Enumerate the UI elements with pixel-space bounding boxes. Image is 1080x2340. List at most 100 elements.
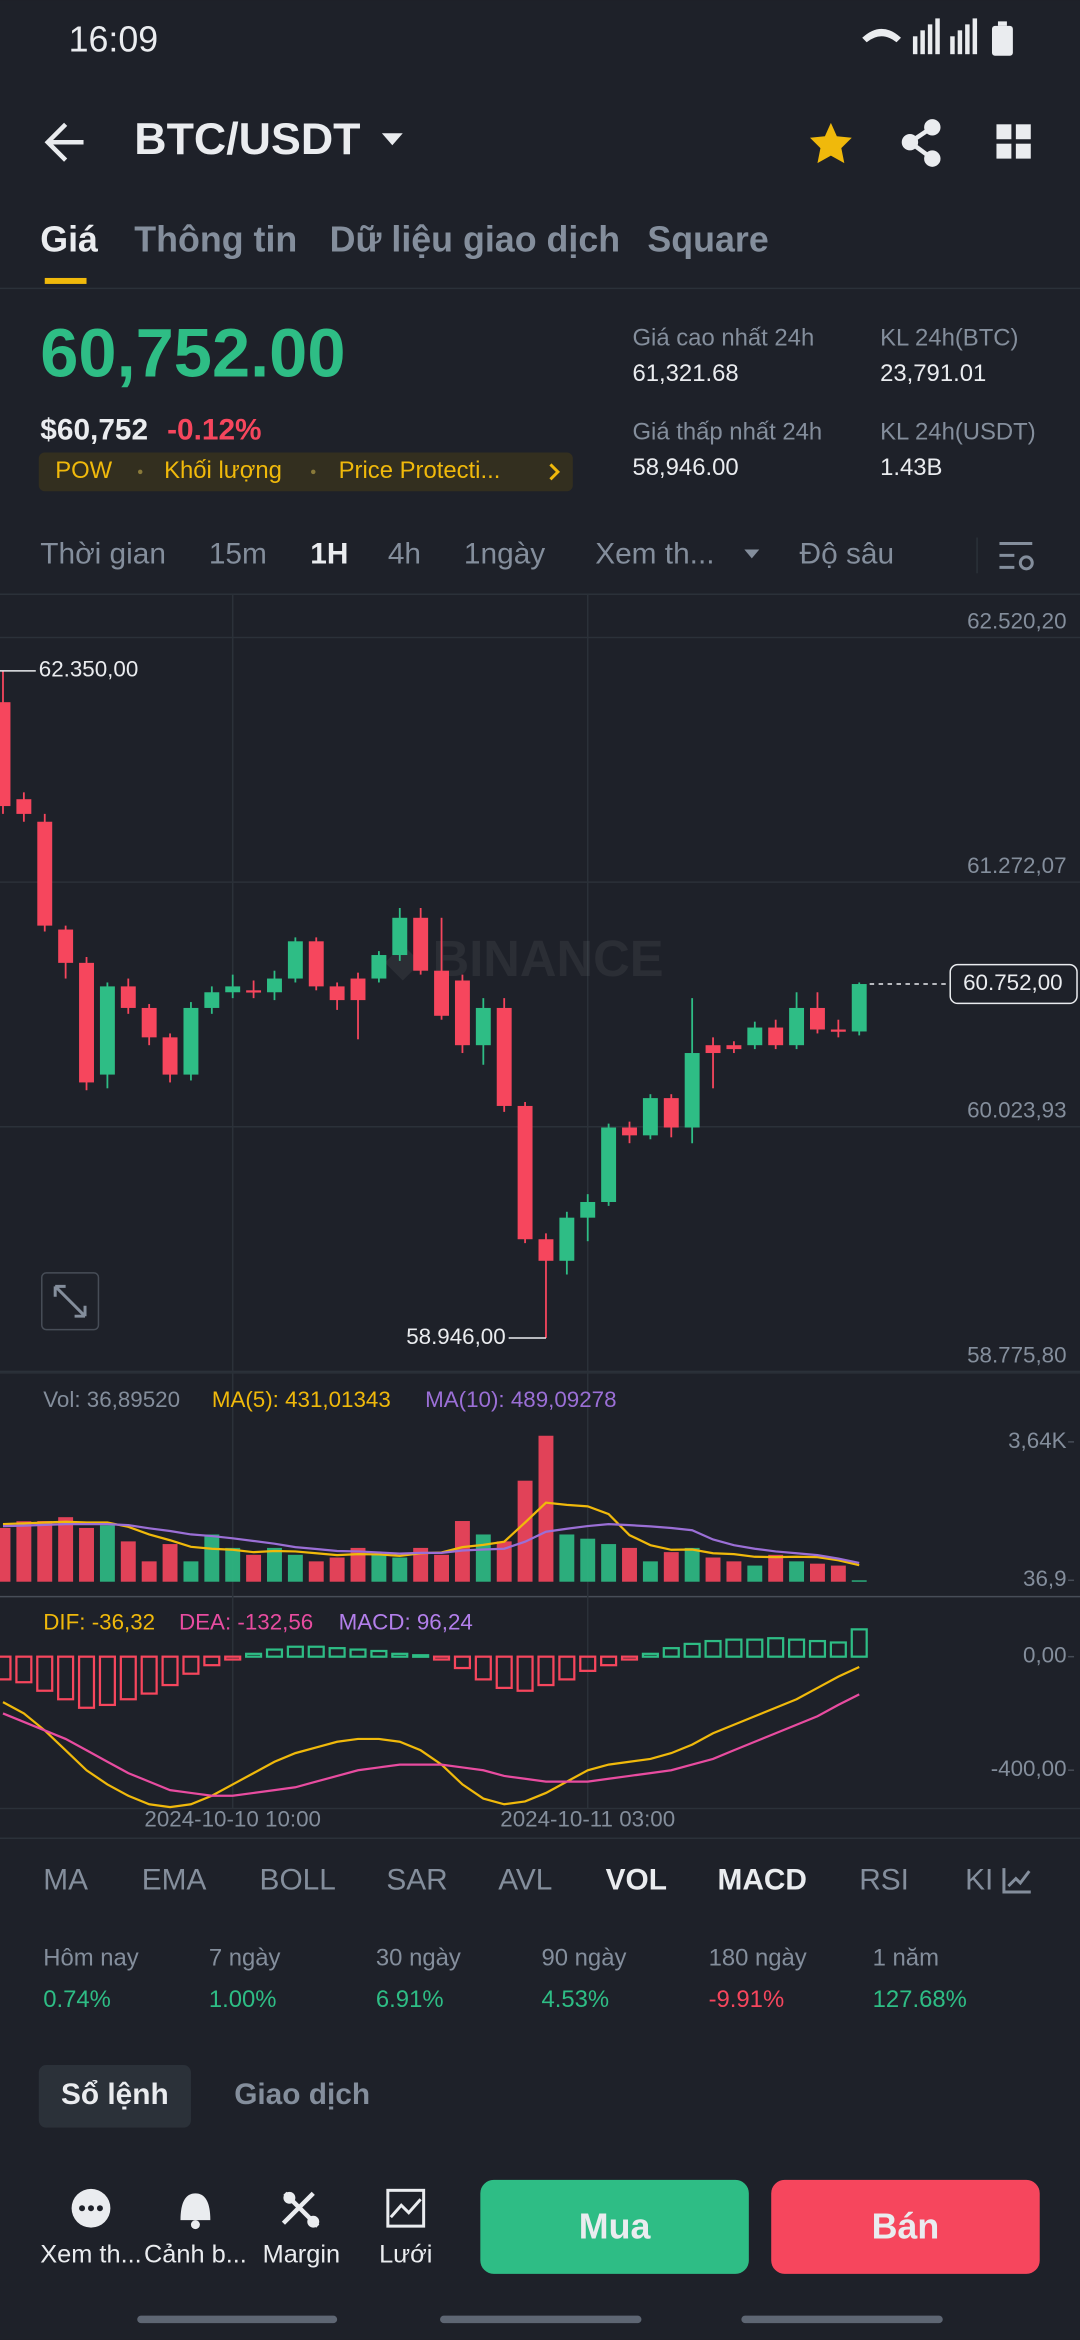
macd-bar bbox=[495, 1655, 513, 1690]
interval[interactable]: Độ sâu bbox=[800, 537, 895, 570]
macd-bar bbox=[307, 1645, 325, 1658]
candle-body bbox=[810, 1007, 825, 1030]
macd-bar bbox=[537, 1655, 555, 1687]
tab[interactable]: Thông tin bbox=[134, 220, 297, 260]
separator bbox=[311, 469, 316, 475]
candle-body bbox=[789, 1007, 805, 1046]
perf-value: 4.53% bbox=[541, 1986, 609, 2013]
volume-bar bbox=[0, 1527, 11, 1582]
interval[interactable]: 15m bbox=[209, 537, 267, 570]
candle-body bbox=[601, 1127, 617, 1202]
share-button[interactable] bbox=[901, 119, 941, 167]
candle-body bbox=[496, 1007, 512, 1106]
volume-bar bbox=[768, 1554, 784, 1582]
macd-bar bbox=[140, 1655, 158, 1695]
macd-bar bbox=[829, 1641, 847, 1658]
indicator-tab[interactable]: RSI bbox=[859, 1863, 909, 1896]
last-price-box bbox=[949, 963, 1078, 1005]
price-change: -0.12% bbox=[167, 413, 262, 446]
pair-title[interactable]: BTC/USDT bbox=[134, 114, 360, 164]
sell-button[interactable] bbox=[771, 2179, 1040, 2274]
tab[interactable]: Giá bbox=[40, 220, 98, 260]
separator bbox=[137, 469, 143, 475]
sell-label: Bán bbox=[872, 2207, 940, 2247]
macd-bar bbox=[641, 1652, 659, 1658]
macd-bar bbox=[850, 1628, 868, 1658]
pair-dropdown[interactable] bbox=[381, 133, 403, 146]
grid-menu[interactable] bbox=[996, 124, 1031, 159]
indicator-tab[interactable]: BOLL bbox=[260, 1863, 336, 1896]
volume-bar bbox=[79, 1527, 94, 1582]
y-tick-label: 36,9 bbox=[1023, 1566, 1067, 1591]
high-label: 62.350,00 bbox=[39, 657, 138, 682]
candle-body bbox=[642, 1098, 658, 1136]
action-label[interactable]: Margin bbox=[263, 2241, 340, 2269]
perf-value: 0.74% bbox=[43, 1986, 111, 2013]
stat-value: 1.43B bbox=[880, 454, 942, 481]
candle-body bbox=[204, 992, 220, 1008]
tab[interactable]: Dữ liệu giao dịch bbox=[330, 220, 620, 260]
indicator-tab[interactable]: KI bbox=[965, 1863, 993, 1896]
volume-bar bbox=[705, 1557, 721, 1582]
perf-label: 7 ngày bbox=[209, 1944, 281, 1971]
favorite-star[interactable] bbox=[810, 122, 852, 164]
volume-bar bbox=[204, 1534, 220, 1582]
book-tab[interactable]: Sổ lệnh bbox=[61, 2078, 169, 2111]
tab-active-bg bbox=[38, 2065, 191, 2128]
volume-bar bbox=[726, 1561, 742, 1582]
macd-bar bbox=[787, 1638, 806, 1658]
macd-bar bbox=[620, 1655, 639, 1661]
macd-bar bbox=[98, 1655, 116, 1707]
indicator-tab[interactable]: EMA bbox=[142, 1863, 207, 1896]
tag[interactable]: Khối lượng bbox=[164, 457, 282, 484]
interval[interactable]: 1ngày bbox=[464, 537, 545, 570]
indicator-settings[interactable] bbox=[1002, 1868, 1031, 1894]
interval[interactable]: 4h bbox=[388, 537, 421, 570]
tag-bar[interactable] bbox=[38, 452, 573, 492]
candle-body bbox=[538, 1239, 554, 1261]
tag[interactable]: Price Protecti... bbox=[339, 457, 501, 484]
volume-bar bbox=[830, 1565, 846, 1582]
candle-body bbox=[830, 1029, 846, 1032]
chart-settings[interactable] bbox=[999, 541, 1034, 571]
indicator-tab[interactable]: MA bbox=[43, 1863, 88, 1896]
indicator-tab[interactable]: VOL bbox=[606, 1863, 667, 1896]
macd-bar bbox=[203, 1655, 221, 1667]
volume-bar bbox=[559, 1534, 575, 1582]
y-tick-label: 60.023,93 bbox=[967, 1098, 1066, 1123]
candle-body bbox=[225, 986, 241, 993]
fullscreen-button[interactable] bbox=[41, 1272, 100, 1331]
candle-body bbox=[747, 1027, 763, 1046]
buy-button[interactable] bbox=[480, 2179, 749, 2274]
tag-arrow bbox=[549, 463, 561, 481]
volume-bar bbox=[329, 1557, 345, 1582]
candle-body bbox=[287, 941, 303, 979]
interval[interactable]: Xem th... bbox=[595, 537, 714, 570]
indicator-tab[interactable]: MACD bbox=[718, 1863, 807, 1896]
perf-value: 127.68% bbox=[873, 1986, 967, 2013]
interval[interactable]: 1H bbox=[310, 537, 348, 570]
candle-body bbox=[684, 1053, 700, 1128]
action-label[interactable]: Cảnh b... bbox=[144, 2241, 247, 2269]
macd-bar bbox=[725, 1638, 743, 1658]
last-price-label: 60.752,00 bbox=[963, 970, 1062, 995]
interval[interactable]: Thời gian bbox=[40, 537, 166, 570]
action-label[interactable]: Xem th... bbox=[40, 2241, 141, 2269]
macd-bar bbox=[182, 1655, 200, 1675]
macd-bar bbox=[683, 1642, 701, 1658]
perf-label: 1 năm bbox=[873, 1944, 939, 1971]
volume-bar bbox=[496, 1541, 512, 1582]
action-label[interactable]: Lưới bbox=[379, 2241, 432, 2269]
macd-bar bbox=[746, 1638, 764, 1658]
indicator-tab[interactable]: SAR bbox=[386, 1863, 447, 1896]
perf-label: 180 ngày bbox=[709, 1944, 807, 1971]
back-button[interactable] bbox=[44, 122, 84, 162]
legend-entry: MA(10): 489,09278 bbox=[425, 1387, 616, 1412]
tab[interactable]: Square bbox=[647, 220, 768, 260]
volume-bar bbox=[183, 1561, 199, 1582]
tag[interactable]: POW bbox=[55, 457, 112, 484]
indicator-tab[interactable]: AVL bbox=[498, 1863, 552, 1896]
book-tab[interactable]: Giao dịch bbox=[234, 2078, 370, 2111]
tab-indicator bbox=[44, 277, 87, 284]
